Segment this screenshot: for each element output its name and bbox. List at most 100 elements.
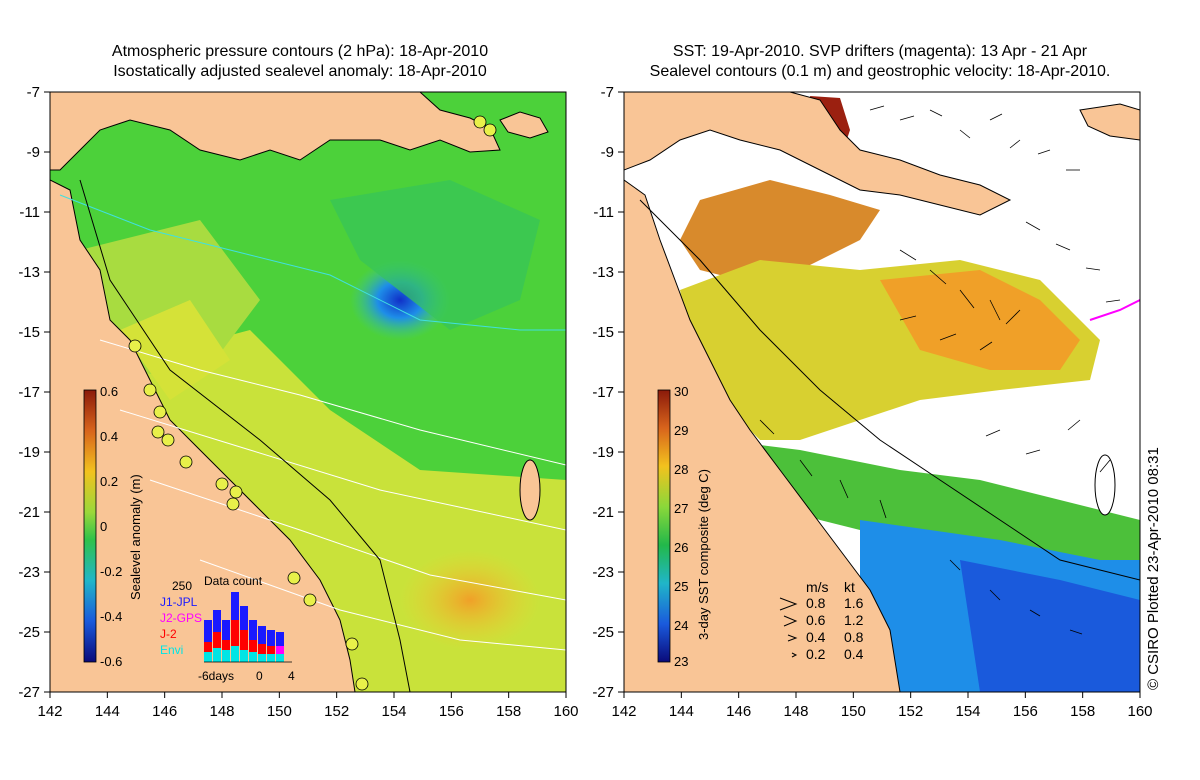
sla-colorbar-ramp <box>83 389 97 663</box>
sla-colorbar-label: Sealevel anomaly (m) <box>128 474 143 600</box>
velocity-key-arrow-1 <box>779 597 798 611</box>
right-x-tick-label: 148 <box>783 703 808 720</box>
sla-tick-2: 0.2 <box>100 474 118 489</box>
sst-colorbar-label: 3-day SST composite (deg C) <box>696 469 711 640</box>
left-x-tick-label: 142 <box>37 703 62 720</box>
data-count-inset: 250 Data count J1-JPL J2-GPS J-2 Envi -6… <box>160 574 295 683</box>
right-x-tick-label: 158 <box>1070 703 1095 720</box>
sst-coldest-patch <box>960 560 1140 692</box>
left-y-tick-label: -19 <box>18 444 40 461</box>
left-y-tick-label: -13 <box>18 264 40 281</box>
sla-tick-3: 0 <box>100 519 107 534</box>
left-y-tick-label: -11 <box>19 204 40 221</box>
left-x-tick-label: 144 <box>95 703 120 720</box>
sla-tick-5: -0.4 <box>100 609 122 624</box>
sla-tick-4: -0.2 <box>100 564 122 579</box>
sst-tick-6: 24 <box>674 618 688 633</box>
right-x-tick-label: 160 <box>1127 703 1152 720</box>
pressure-contour-cyan <box>59 194 566 331</box>
left-colorbar: 0.6 0.4 0.2 0 -0.2 -0.4 -0.6 Sealevel an… <box>83 384 143 669</box>
sst-green-band <box>720 440 1140 560</box>
orange-anomaly-spot <box>400 550 540 650</box>
data-count-x-end: 4 <box>288 669 295 683</box>
right-x-tick-label: 146 <box>726 703 751 720</box>
pressure-contour-3 <box>149 479 566 601</box>
right-y-tick-label: -23 <box>592 564 614 581</box>
left-title-line2: Isostatically adjusted sealevel anomaly:… <box>113 63 487 80</box>
data-count-title: Data count <box>204 574 263 588</box>
velocity-key-ms-1: 0.8 <box>806 595 826 611</box>
velocity-key-kt-2: 1.2 <box>844 612 864 628</box>
right-y-tick-label: -27 <box>592 684 614 701</box>
pressure-contour-1 <box>99 339 566 466</box>
right-y-tick-label: -17 <box>592 384 614 401</box>
right-x-tick-label: 152 <box>898 703 923 720</box>
left-x-tick-label: 158 <box>496 703 521 720</box>
right-y-tick-label: -15 <box>592 324 614 341</box>
left-x-tick-label: 146 <box>152 703 177 720</box>
new-caledonia-island <box>519 459 541 521</box>
sla-tick-0: 0.6 <box>100 384 118 399</box>
sla-tick-6: -0.6 <box>100 654 122 669</box>
data-count-x-start: -6days <box>198 669 234 683</box>
sst-warm-north-patch <box>680 180 880 280</box>
left-y-tick-label: -23 <box>18 564 40 581</box>
right-y-tick-label: -21 <box>592 504 614 521</box>
right-x-tick-label: 156 <box>1013 703 1038 720</box>
left-y-tick-label: -7 <box>27 84 40 101</box>
right-x-tick-label: 154 <box>955 703 980 720</box>
velocity-key-ms-3: 0.4 <box>806 629 826 645</box>
legend-j-2: J-2 <box>160 627 177 641</box>
pressure-contour-4 <box>199 559 566 651</box>
sst-colorbar-ramp <box>657 389 671 663</box>
left-x-tick-label: 156 <box>439 703 464 720</box>
right-title-line2: Sealevel contours (0.1 m) and geostrophi… <box>649 63 1111 80</box>
velocity-key-arrow-3 <box>787 634 798 642</box>
right-map-title: SST: 19-Apr-2010. SVP drifters (magenta)… <box>600 42 1160 82</box>
left-y-tick-label: -17 <box>18 384 40 401</box>
left-x-tick-label: 152 <box>324 703 349 720</box>
velocity-key-ms-header: m/s <box>806 579 829 595</box>
sst-tick-7: 23 <box>674 654 688 669</box>
legend-j2-gps: J2-GPS <box>160 611 202 625</box>
sst-tick-4: 26 <box>674 540 688 555</box>
left-title-line1: Atmospheric pressure contours (2 hPa): 1… <box>111 43 489 60</box>
sst-tick-2: 28 <box>674 462 688 477</box>
velocity-key-kt-header: kt <box>844 579 855 595</box>
right-y-tick-label: -19 <box>592 444 614 461</box>
right-x-tick-label: 144 <box>669 703 694 720</box>
right-x-tick-label: 150 <box>841 703 866 720</box>
sealevel-contour <box>639 199 1140 581</box>
tide-gauge-stations <box>128 115 497 691</box>
sst-tick-3: 27 <box>674 501 688 516</box>
right-y-tick-label: -25 <box>592 624 614 641</box>
geostrophic-velocity-arrows <box>759 105 1121 635</box>
left-y-tick-label: -21 <box>18 504 40 521</box>
right-y-tick-label: -13 <box>592 264 614 281</box>
png-land-right <box>624 92 1012 216</box>
velocity-key-arrow-2 <box>783 615 798 627</box>
sst-orange-core <box>880 270 1080 370</box>
legend-envi: Envi <box>160 643 183 657</box>
sst-tick-0: 30 <box>674 384 688 399</box>
shelf-contour <box>79 179 411 692</box>
velocity-key-kt-3: 0.8 <box>844 629 864 645</box>
left-map <box>50 92 566 692</box>
sst-tick-5: 25 <box>674 579 688 594</box>
left-y-tick-label: -27 <box>18 684 40 701</box>
left-y-tick-label: -15 <box>18 324 40 341</box>
right-colorbar: 30 29 28 27 26 25 24 23 3-day SST compos… <box>657 384 711 669</box>
australia-land-right <box>624 179 901 692</box>
right-y-tick-label: -7 <box>601 84 614 101</box>
data-count-max-label: 250 <box>172 579 192 593</box>
right-title-line1: SST: 19-Apr-2010. SVP drifters (magenta)… <box>672 43 1088 60</box>
velocity-key-kt-4: 0.4 <box>844 646 864 662</box>
velocity-key-kt-1: 1.6 <box>844 595 864 611</box>
velocity-key-ms-4: 0.2 <box>806 646 826 662</box>
right-y-tick-label: -11 <box>593 204 614 221</box>
new-britain-right <box>1079 103 1140 141</box>
data-count-bars <box>204 592 284 662</box>
left-x-tick-label: 148 <box>209 703 234 720</box>
yellow-patch <box>120 300 230 400</box>
